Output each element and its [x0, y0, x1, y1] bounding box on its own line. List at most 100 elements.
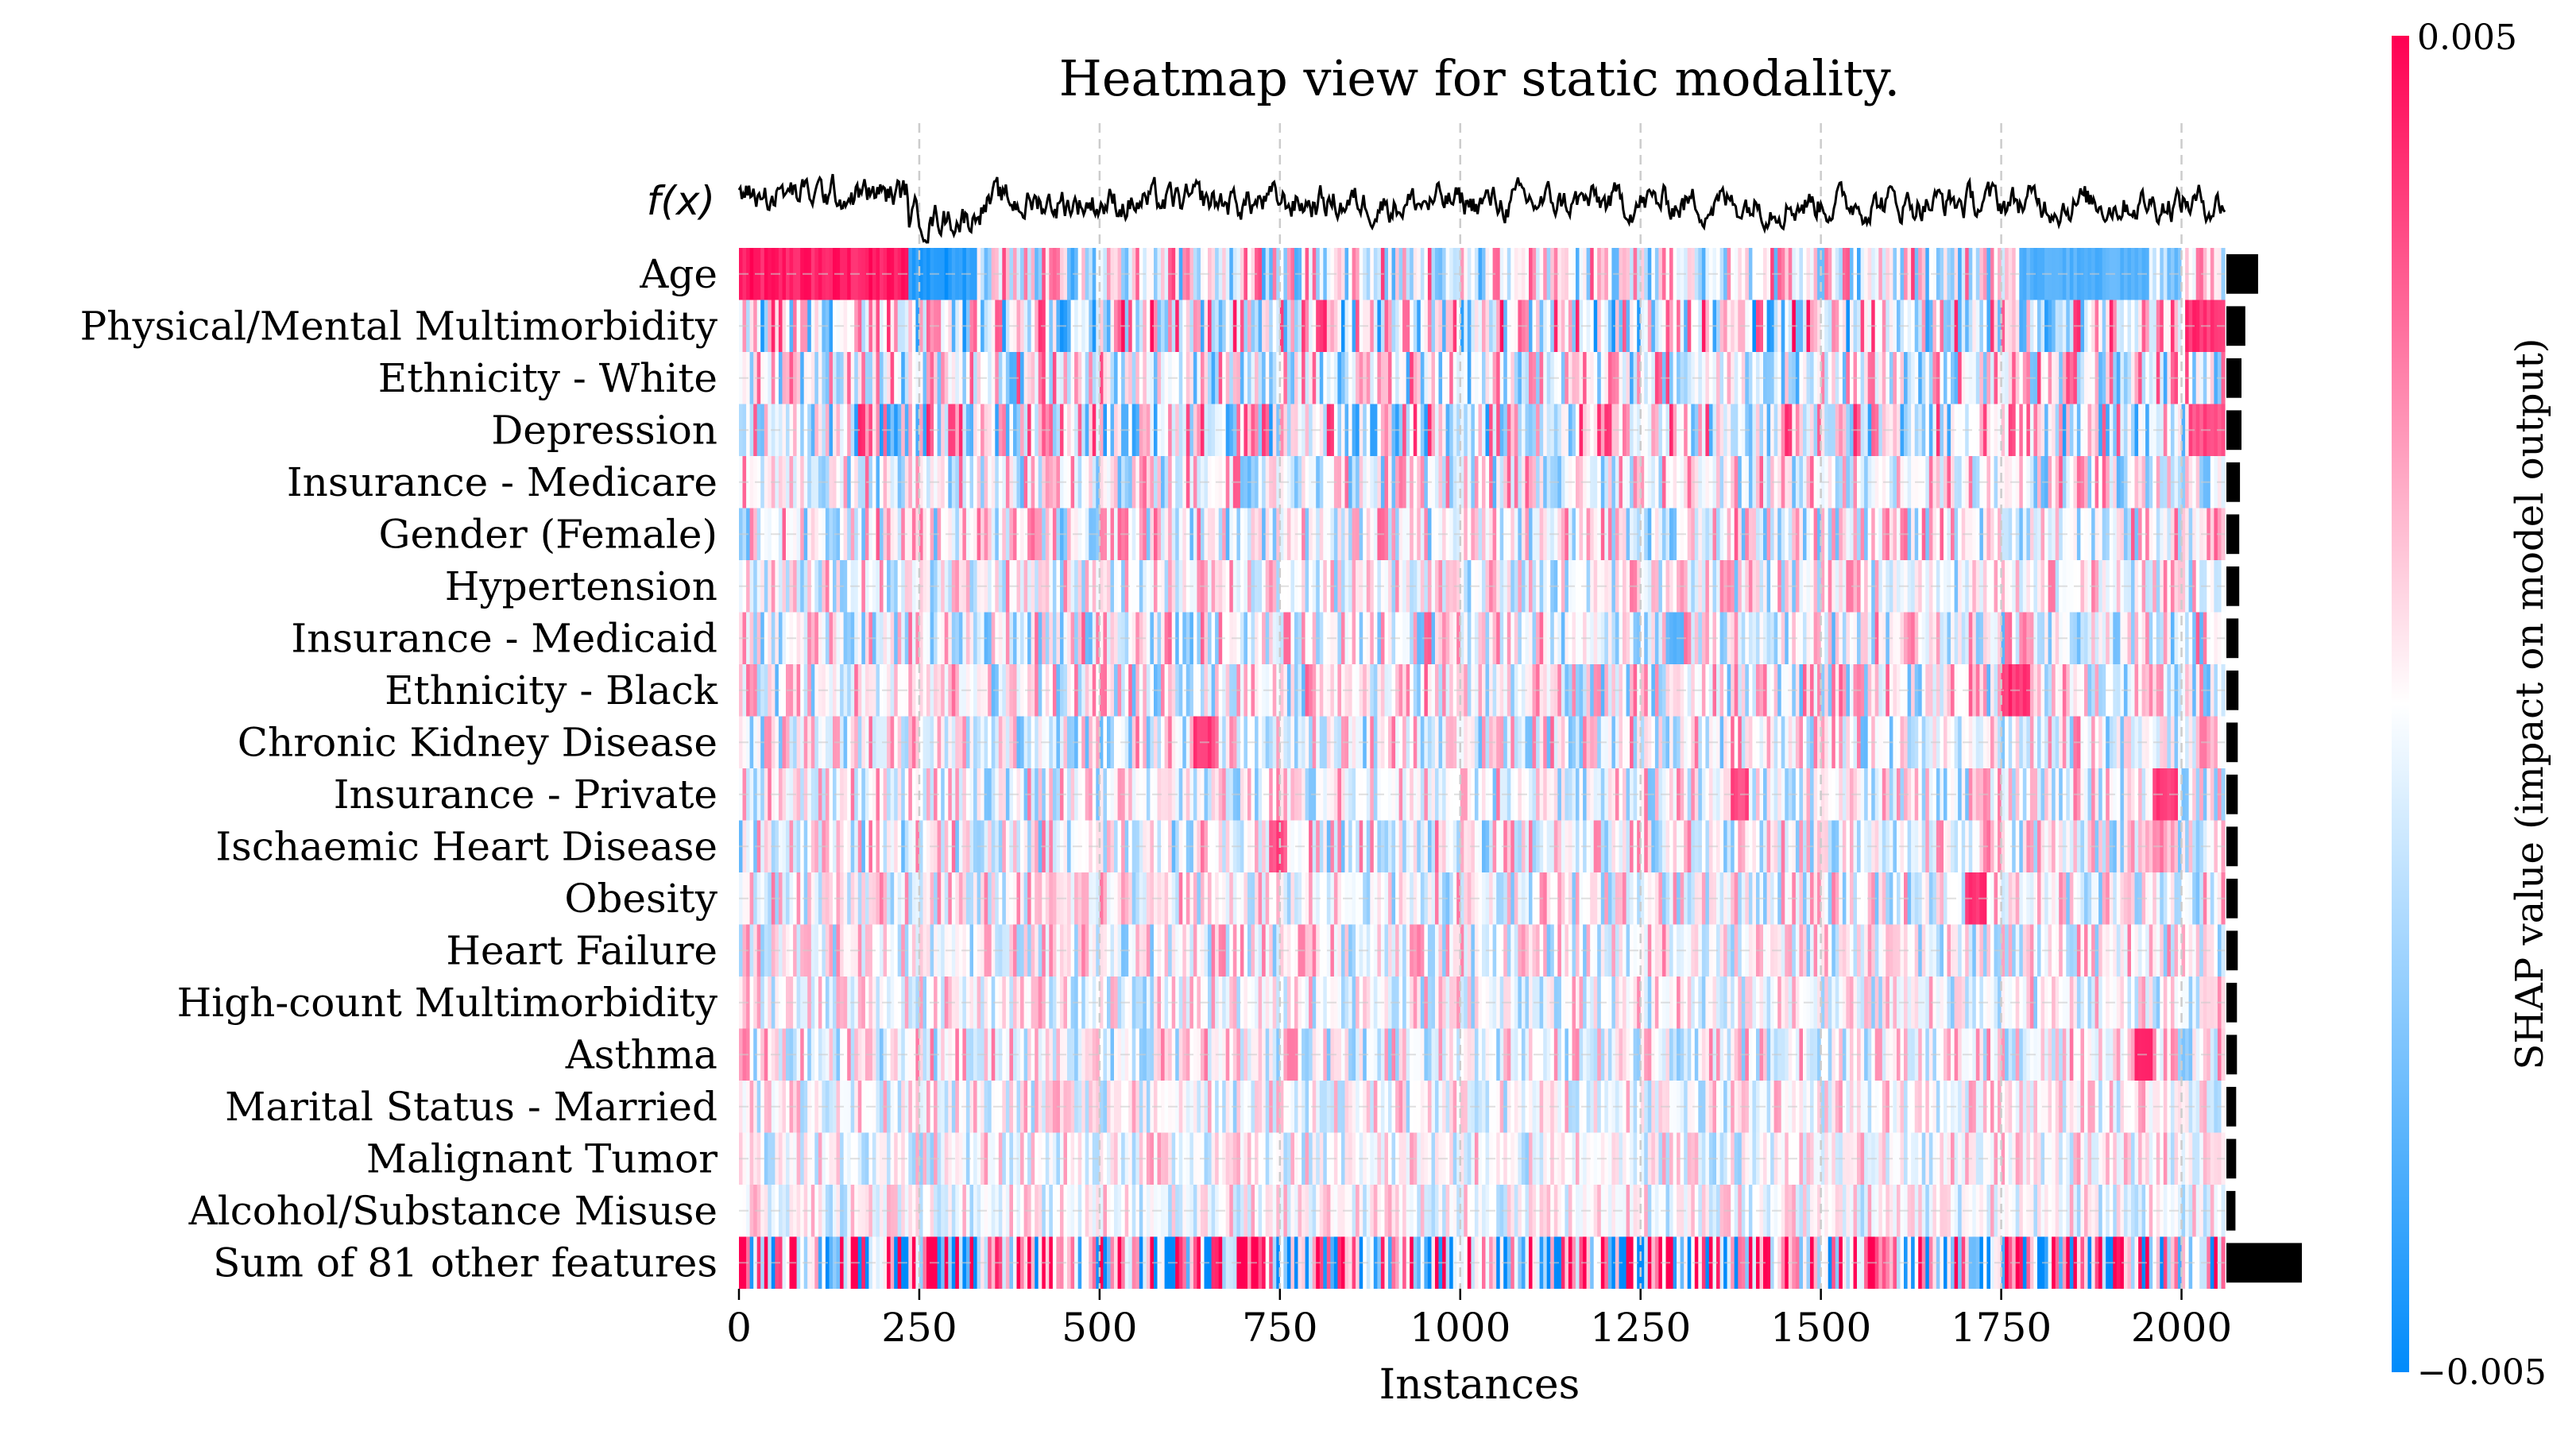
heatmap-cell [1975, 352, 1980, 404]
heatmap-cell [2195, 352, 2200, 404]
heatmap-cell [1002, 716, 1007, 768]
heatmap-cell [1557, 716, 1562, 768]
heatmap-cell [1240, 716, 1244, 768]
heatmap-cell [1975, 664, 1980, 717]
heatmap-cell [2134, 352, 2139, 404]
heatmap-cell [1208, 508, 1213, 560]
heatmap-cell [1276, 560, 1281, 613]
heatmap-cell [1445, 768, 1450, 821]
heatmap-cell [1817, 352, 1822, 404]
heatmap-cell [1525, 560, 1530, 613]
heatmap-cell [1067, 768, 1072, 821]
heatmap-cell [1128, 560, 1133, 613]
heatmap-cell [1972, 612, 1977, 664]
heatmap-cell [1954, 664, 1959, 717]
heatmap-cell [1464, 300, 1468, 352]
heatmap-cell [2022, 820, 2027, 872]
heatmap-cell [1781, 352, 1785, 404]
heatmap-cell [1052, 664, 1057, 717]
heatmap-cell [1020, 352, 1025, 404]
heatmap-cell [1467, 456, 1472, 509]
heatmap-cell [1701, 404, 1706, 456]
heatmap-cell [1128, 664, 1133, 717]
heatmap-cell [1370, 352, 1375, 404]
heatmap-cell [1388, 300, 1393, 352]
heatmap-cell [969, 664, 974, 717]
heatmap-cell [1907, 716, 1912, 768]
heatmap-cell [1640, 508, 1645, 560]
heatmap-cell [861, 508, 866, 560]
heatmap-cell [1164, 300, 1169, 352]
heatmap-cell [2052, 820, 2056, 872]
heatmap-cell [1734, 352, 1739, 404]
heatmap-cell [1388, 508, 1393, 560]
heatmap-cell [1944, 404, 1948, 456]
heatmap-cell [1799, 716, 1804, 768]
heatmap-cell [800, 248, 805, 300]
heatmap-cell [1197, 300, 1201, 352]
heatmap-cell [1799, 300, 1804, 352]
heatmap-cell [1658, 612, 1663, 664]
heatmap-cell [1352, 768, 1356, 821]
heatmap-cell [1464, 560, 1468, 613]
heatmap-cell [2195, 300, 2200, 352]
heatmap-cell [1543, 560, 1548, 613]
heatmap-cell [2181, 820, 2186, 872]
heatmap-cell [2084, 300, 2089, 352]
heatmap-cell [2145, 300, 2150, 352]
heatmap-cell [1131, 248, 1136, 300]
heatmap-cell [2069, 664, 2074, 717]
heatmap-cell [1366, 248, 1371, 300]
heatmap-cell [810, 768, 815, 821]
heatmap-cell [2134, 404, 2139, 456]
heatmap-cell [890, 716, 895, 768]
heatmap-cell [847, 664, 852, 717]
heatmap-cell [922, 456, 927, 509]
heatmap-cell [2167, 300, 2172, 352]
heatmap-cell [1398, 456, 1403, 509]
heatmap-cell [1576, 352, 1580, 404]
heatmap-cell [1417, 820, 1421, 872]
heatmap-cell [1669, 560, 1674, 613]
heatmap-cell [1208, 404, 1213, 456]
heatmap-cell [764, 560, 768, 613]
heatmap-cell [1590, 248, 1595, 300]
heatmap-cell [2210, 768, 2214, 821]
heatmap-cell [1146, 716, 1151, 768]
heatmap-cell [2149, 560, 2153, 613]
heatmap-cell [941, 404, 946, 456]
heatmap-cell [1986, 716, 1991, 768]
heatmap-cell [1860, 820, 1865, 872]
heatmap-cell [1546, 456, 1551, 509]
heatmap-cell [2181, 560, 2186, 613]
heatmap-cell [880, 508, 884, 560]
heatmap-cell [1719, 612, 1724, 664]
heatmap-cell [2195, 404, 2200, 456]
heatmap-cell [922, 820, 927, 872]
heatmap-cell [1874, 768, 1879, 821]
heatmap-cell [1874, 248, 1879, 300]
heatmap-cell [1467, 248, 1472, 300]
heatmap-cell [1752, 248, 1757, 300]
heatmap-cell [1002, 352, 1007, 404]
heatmap-cell [2005, 248, 2009, 300]
heatmap-cell [778, 508, 783, 560]
heatmap-cell [782, 872, 787, 925]
heatmap-cell [2145, 404, 2150, 456]
heatmap-cell [768, 716, 772, 768]
heatmap-cell [2069, 456, 2074, 509]
heatmap-cell [1038, 404, 1042, 456]
heatmap-cell [1020, 768, 1025, 821]
heatmap-cell [2163, 300, 2168, 352]
heatmap-cell [1431, 300, 1436, 352]
heatmap-cell [988, 612, 992, 664]
heatmap-cell [1893, 300, 1897, 352]
heatmap-cell [2098, 248, 2103, 300]
heatmap-cell [2102, 300, 2106, 352]
heatmap-cell [908, 664, 913, 717]
heatmap-cell [1305, 508, 1309, 560]
heatmap-cell [922, 404, 927, 456]
heatmap-cell [1637, 404, 1642, 456]
heatmap-cell [1067, 716, 1072, 768]
heatmap-cell [1874, 612, 1879, 664]
